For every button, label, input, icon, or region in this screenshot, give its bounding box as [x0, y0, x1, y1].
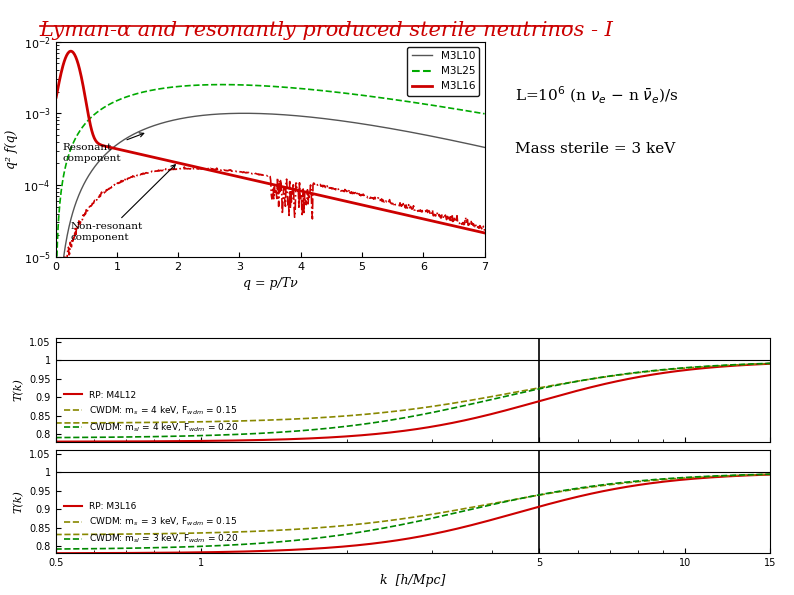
Text: L=10$^6$ (n $\nu_e$ $-$ n $\bar{\nu}_e$)/s: L=10$^6$ (n $\nu_e$ $-$ n $\bar{\nu}_e$)…	[515, 85, 679, 106]
Y-axis label: T(k): T(k)	[13, 490, 24, 513]
X-axis label: k  [h/Mpc]: k [h/Mpc]	[380, 574, 445, 587]
Text: Lyman-α and resonantly produced sterile neutrinos - I: Lyman-α and resonantly produced sterile …	[40, 21, 614, 40]
Text: Non-resonant
component: Non-resonant component	[71, 165, 175, 242]
X-axis label: q = p/Tν: q = p/Tν	[243, 277, 298, 290]
Y-axis label: q² f(q): q² f(q)	[5, 130, 17, 169]
Y-axis label: T(k): T(k)	[13, 378, 24, 402]
Legend: M3L10, M3L25, M3L16: M3L10, M3L25, M3L16	[407, 47, 480, 96]
Legend: RP: M4L12, CWDM: m$_s$ = 4 keV, F$_{wdm}$ = 0.15, CWDM: m$_{sl}$ = 4 keV, F$_{wd: RP: M4L12, CWDM: m$_s$ = 4 keV, F$_{wdm}…	[60, 387, 242, 437]
Legend: RP: M3L16, CWDM: m$_s$ = 3 keV, F$_{wdm}$ = 0.15, CWDM: m$_{sl}$ = 3 keV, F$_{wd: RP: M3L16, CWDM: m$_s$ = 3 keV, F$_{wdm}…	[60, 499, 242, 549]
Text: Mass sterile = 3 keV: Mass sterile = 3 keV	[515, 142, 676, 156]
Text: Resonant
component: Resonant component	[63, 133, 144, 162]
